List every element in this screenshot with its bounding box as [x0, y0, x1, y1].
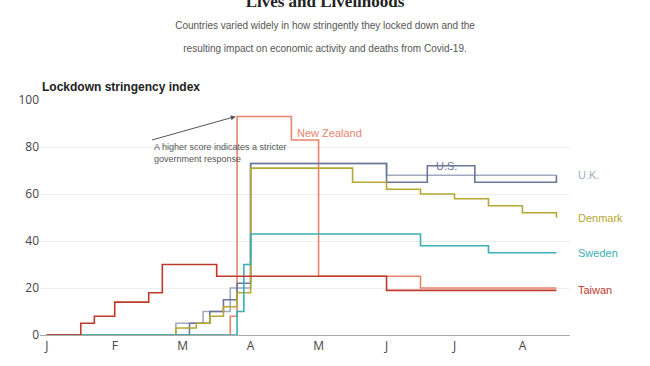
- svg-text:Taiwan: Taiwan: [578, 284, 612, 296]
- svg-text:F: F: [112, 337, 118, 354]
- svg-text:Lives and LivelihoodsCountries: Lives and LivelihoodsCountries varied wi…: [175, 0, 475, 54]
- svg-text:M: M: [313, 337, 324, 354]
- svg-text:U.K.: U.K.: [578, 169, 599, 181]
- svg-text:40: 40: [25, 232, 39, 249]
- svg-text:80: 80: [25, 138, 39, 155]
- svg-text:Lockdown stringency index: Lockdown stringency index: [42, 80, 200, 94]
- svg-text:J: J: [44, 337, 48, 354]
- svg-text:J: J: [384, 337, 388, 354]
- svg-text:Sweden: Sweden: [578, 247, 618, 259]
- svg-text:20: 20: [25, 279, 39, 296]
- svg-text:A higher score indicates a str: A higher score indicates a strictergover…: [154, 142, 287, 164]
- svg-text:Denmark: Denmark: [578, 212, 623, 224]
- svg-text:M: M: [177, 337, 188, 354]
- svg-text:A: A: [247, 337, 255, 354]
- svg-text:A: A: [519, 337, 527, 354]
- svg-text:U.S.: U.S.: [436, 160, 457, 172]
- svg-text:100: 100: [18, 91, 39, 108]
- svg-text:60: 60: [25, 185, 39, 202]
- svg-text:New Zealand: New Zealand: [297, 127, 362, 139]
- svg-text:0: 0: [32, 326, 39, 343]
- svg-text:J: J: [452, 337, 456, 354]
